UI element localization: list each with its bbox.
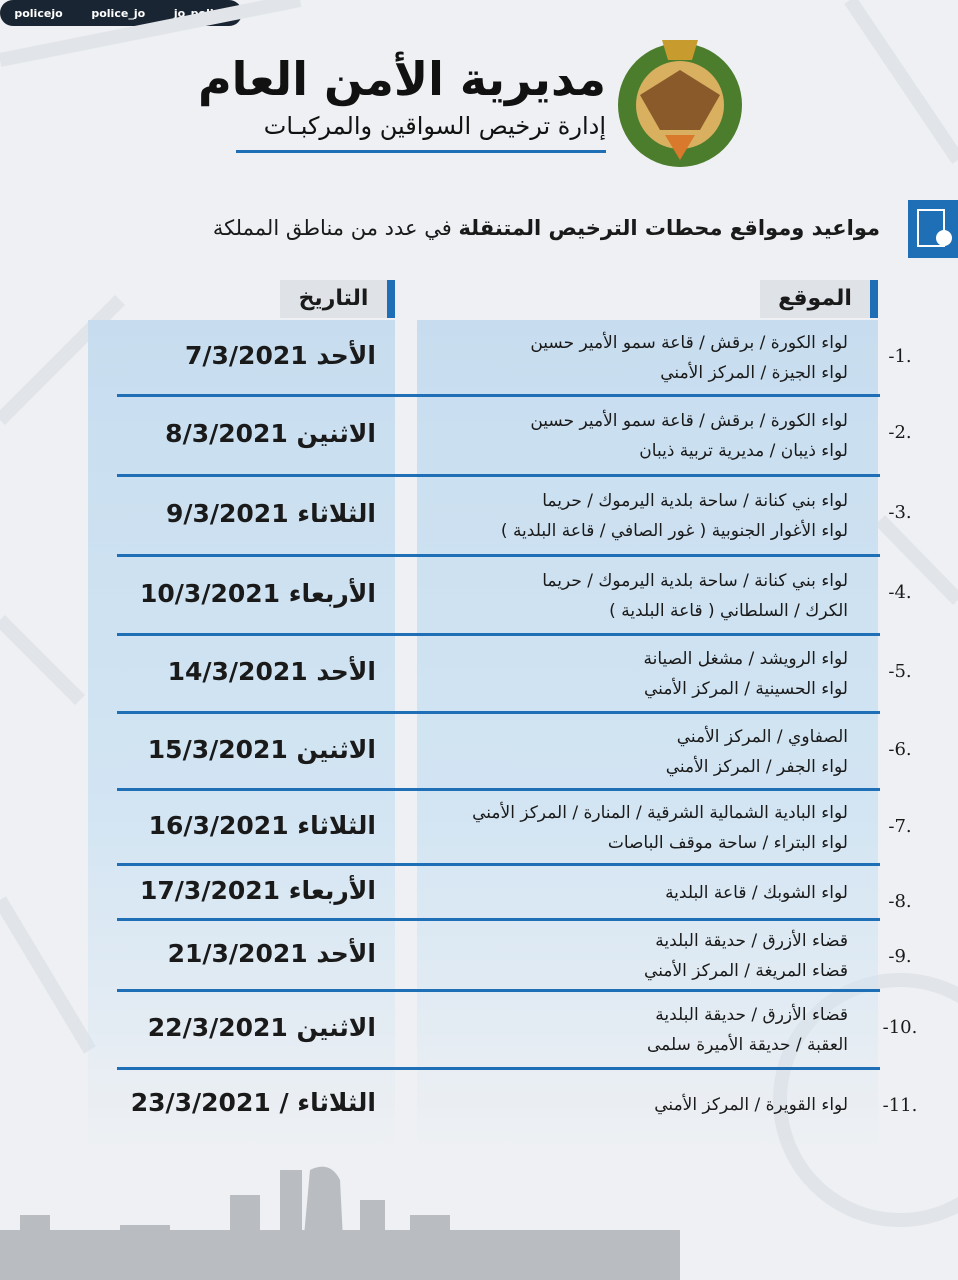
location-line: لواء الكورة / برقش / قاعة سمو الأمير حسي…: [530, 411, 848, 431]
location-line: لواء الشوبك / قاعة البلدية: [665, 882, 848, 903]
date: الأحد 21/3/2021: [167, 938, 376, 968]
location-line: قضاء الأزرق / حديقة البلدية: [655, 930, 848, 951]
subtitle: إدارة ترخيص السواقين والمركبـات: [263, 112, 606, 140]
row-number: -6.: [888, 739, 912, 760]
location-line: لواء بني كنانة / ساحة بلدية اليرموك / حر…: [542, 570, 848, 591]
row-number: -1.: [888, 346, 912, 367]
date: الاثنين 15/3/2021: [147, 734, 376, 764]
date: الثلاثاء / 23/3/2021: [130, 1087, 376, 1117]
row-number: -10.: [882, 1017, 918, 1038]
column-header: الموقع: [760, 280, 878, 318]
location-line: لواء البادية الشمالية الشرقية / المنارة …: [472, 802, 848, 823]
social-handle: policejo: [14, 6, 63, 20]
date: الأربعاء 10/3/2021: [140, 578, 376, 608]
row-number: -4.: [888, 582, 912, 603]
row-separator: [117, 788, 880, 791]
row-separator: [117, 863, 880, 866]
social-handle: police_jo: [91, 6, 146, 20]
emblem: [618, 40, 742, 167]
location-line: لواء القويرة / المركز الأمني: [654, 1094, 848, 1115]
date-panel: [88, 320, 395, 1150]
location-panel: [417, 320, 878, 1150]
location-line: لواء الجيزة / المركز الأمني: [660, 363, 848, 383]
location-line: لواء بني كنانة / ساحة بلدية اليرموك / حر…: [542, 491, 848, 511]
row-separator: [117, 918, 880, 921]
location-line: لواء الأغوار الجنوبية ( غور الصافي / قاع…: [500, 521, 848, 541]
divider: [236, 150, 606, 153]
location-line: لواء ذيبان / مديرية تربية ذيبان: [639, 441, 848, 461]
date: الثلاثاء 16/3/2021: [148, 810, 376, 840]
date: الاثنين 8/3/2021: [165, 419, 376, 448]
title: مديرية الأمن العام: [197, 52, 606, 106]
row-separator: [117, 989, 880, 992]
row-separator: [117, 711, 880, 714]
row-separator: [117, 554, 880, 557]
row-number: -2.: [888, 422, 912, 443]
heading: مواعيد ومواقع محطات الترخيص المتنقلة في …: [213, 216, 880, 240]
location-line: قضاء المريغة / المركز الأمني: [644, 960, 848, 981]
row-number: -8.: [888, 891, 912, 912]
row-number: -11.: [882, 1095, 918, 1116]
location-line: لواء الحسينية / المركز الأمني: [644, 679, 848, 699]
row-number: -9.: [888, 946, 912, 967]
location-line: العقبة / حديقة الأميرة سلمى: [647, 1035, 848, 1055]
row-separator: [117, 633, 880, 636]
heading-bold: مواعيد ومواقع محطات الترخيص المتنقلة: [458, 216, 880, 240]
document-icon: [908, 200, 958, 258]
row-number: -7.: [888, 816, 912, 837]
row-separator: [117, 474, 880, 477]
row-separator: [117, 394, 880, 397]
location-line: لواء الكورة / برقش / قاعة سمو الأمير حسي…: [530, 333, 848, 353]
location-line: لواء الرويشد / مشغل الصيانة: [643, 649, 848, 669]
location-line: الصفاوي / المركز الأمني: [676, 726, 848, 747]
location-line: لواء الجفر / المركز الأمني: [665, 756, 848, 777]
location-line: الكرك / السلطاني ( قاعة البلدية ): [609, 600, 848, 621]
date: الأحد 14/3/2021: [167, 657, 376, 686]
date: الأحد 7/3/2021: [185, 341, 376, 370]
date: الأربعاء 17/3/2021: [140, 875, 376, 905]
row-number: -5.: [888, 661, 912, 682]
date: الاثنين 22/3/2021: [147, 1013, 376, 1042]
row-separator: [117, 1067, 880, 1070]
row-number: -3.: [888, 502, 912, 523]
date: الثلاثاء 9/3/2021: [165, 499, 376, 528]
location-line: لواء البتراء / ساحة موقف الباصات: [607, 832, 848, 853]
column-header: التاريخ: [280, 280, 395, 318]
location-line: قضاء الأزرق / حديقة البلدية: [655, 1005, 848, 1025]
heading-normal: في عدد من مناطق المملكة: [212, 216, 452, 240]
